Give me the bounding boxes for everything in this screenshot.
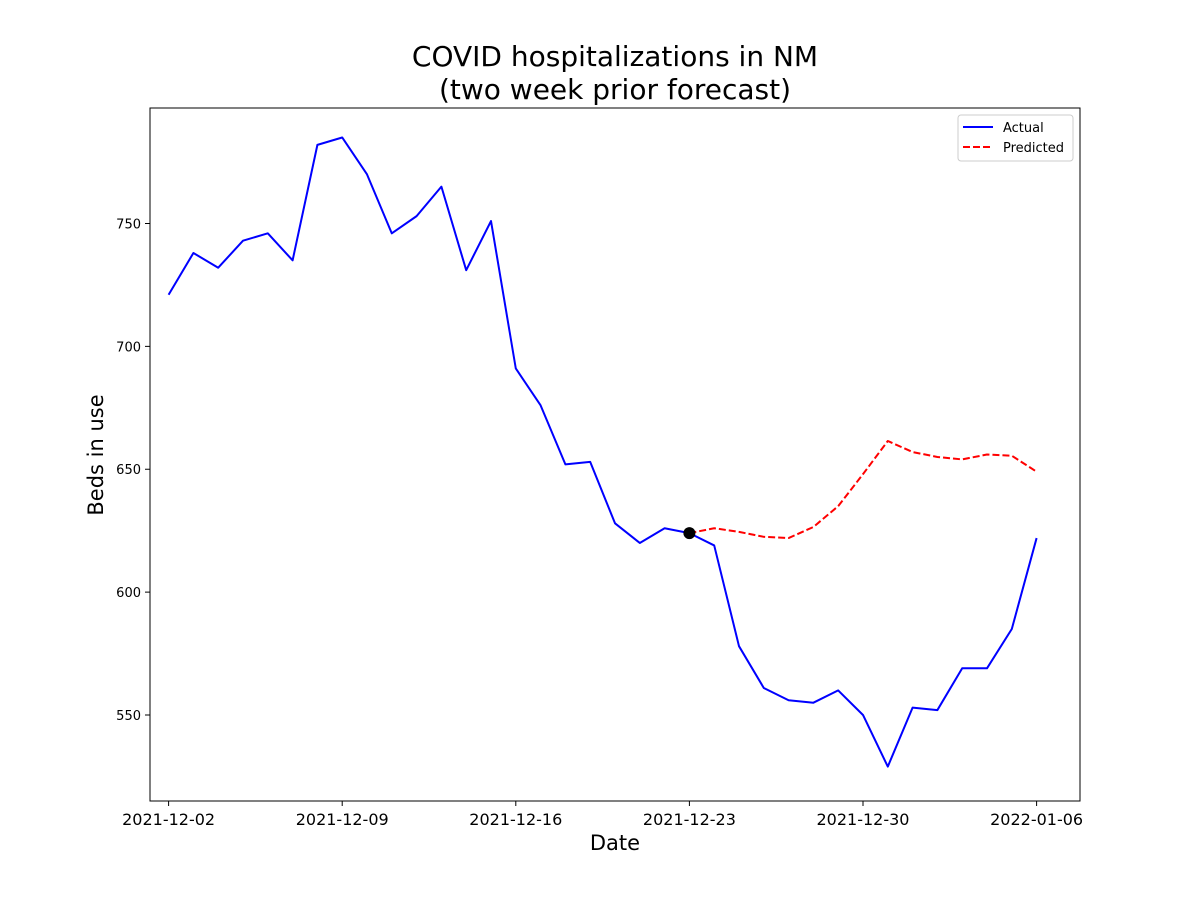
y-axis-label: Beds in use [84,394,108,515]
legend: Actual Predicted [957,114,1074,162]
chart-title-line-1: COVID hospitalizations in NM [412,40,818,73]
legend-label-actual: Actual [1003,121,1044,136]
x-tick-label: 2021-12-02 [122,810,215,829]
y-tick-label: 750 [116,218,141,233]
legend-label-predicted: Predicted [1003,141,1064,156]
series-line-actual [167,136,1038,768]
x-tick-label: 2022-01-06 [990,810,1083,829]
marker-layer [683,527,696,540]
y-tick-label: 550 [116,709,141,724]
x-tick-label: 2021-12-16 [469,810,562,829]
y-axis-ticks: 550 600 650 700 750 [116,218,150,724]
forecast-origin-point [683,527,696,540]
chart-title-line-2: (two week prior forecast) [439,73,791,106]
y-tick-label: 650 [116,463,141,478]
series-line-predicted [689,439,1038,540]
y-tick-label: 700 [116,340,141,355]
y-tick-label: 600 [116,586,141,601]
series-layer [167,136,1038,768]
x-axis-label: Date [590,831,640,855]
x-tick-label: 2021-12-30 [817,810,910,829]
plot-area [150,108,1080,801]
x-axis-ticks: 2021-12-02 2021-12-09 2021-12-16 2021-12-23… [122,801,1083,829]
plot-frame [149,107,1081,802]
x-tick-label: 2021-12-09 [296,810,389,829]
x-tick-label: 2021-12-23 [643,810,736,829]
